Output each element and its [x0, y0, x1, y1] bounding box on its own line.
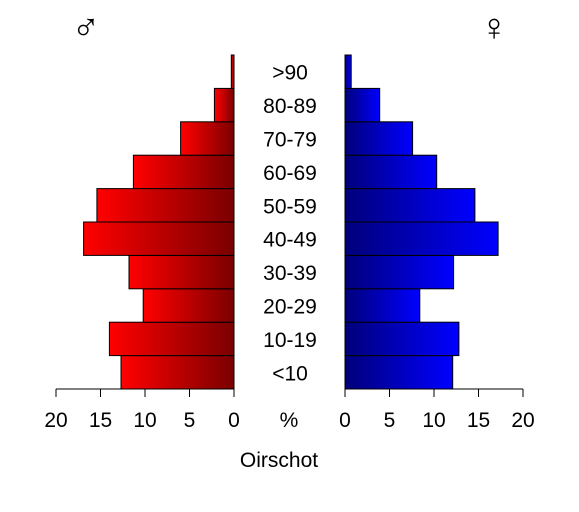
female-bar-20-29: [344, 288, 421, 323]
male-tick-label: 0: [228, 409, 240, 432]
age-label-50-59: 50-59: [263, 195, 317, 218]
male-bar-40-49: [83, 221, 235, 256]
female-tick-label: 5: [384, 409, 396, 432]
male-bar-<10: [120, 355, 235, 390]
male-bar-30-39: [128, 254, 235, 290]
male-tick-label: 20: [44, 409, 67, 432]
unit-label: %: [280, 409, 299, 432]
male-tick-label: 5: [184, 409, 196, 432]
male-bar-20-29: [142, 288, 235, 323]
female-bar-10-19: [344, 321, 460, 357]
age-label-80-89: 80-89: [263, 95, 317, 118]
age-label-60-69: 60-69: [263, 162, 317, 185]
female-bars-group: [344, 54, 499, 390]
female-tick-label: 0: [339, 409, 351, 432]
age-label-40-49: 40-49: [263, 229, 317, 252]
axes-group: 20 15 10 5 0 0 5 10 15 20: [44, 388, 535, 432]
female-symbol: ♀: [480, 7, 509, 49]
male-bars-group: [83, 54, 235, 390]
age-label-30-39: 30-39: [263, 262, 317, 285]
female-bar-80-89: [344, 87, 381, 123]
age-label-20-29: 20-29: [263, 296, 317, 319]
female-bar->90: [344, 54, 352, 89]
female-bar-70-79: [344, 121, 414, 156]
female-tick-label: 20: [511, 409, 534, 432]
male-bar-80-89: [213, 87, 235, 123]
female-bar-50-59: [344, 188, 476, 223]
male-symbol: ♂: [72, 7, 101, 49]
chart-title: Oirschot: [240, 449, 318, 472]
female-tick-label: 15: [467, 409, 490, 432]
female-tick-label: 10: [422, 409, 445, 432]
age-label-10-19: 10-19: [263, 329, 317, 352]
male-bar->90: [230, 54, 235, 89]
age-label->90: >90: [272, 62, 308, 85]
male-bar-70-79: [180, 121, 235, 156]
male-bar-60-69: [132, 154, 235, 190]
age-label-<10: <10: [272, 362, 308, 385]
female-bar-<10: [344, 355, 454, 390]
male-bar-10-19: [108, 321, 235, 357]
female-bar-40-49: [344, 221, 499, 256]
age-label-70-79: 70-79: [263, 129, 317, 152]
male-tick-label: 15: [89, 409, 112, 432]
female-bar-60-69: [344, 154, 438, 190]
female-bar-30-39: [344, 254, 455, 290]
male-bar-50-59: [96, 188, 235, 223]
age-labels-group: <10 10-19 20-29 30-39 40-49 50-59 60-69 70-79 80…: [263, 62, 317, 386]
male-tick-label: 10: [133, 409, 156, 432]
